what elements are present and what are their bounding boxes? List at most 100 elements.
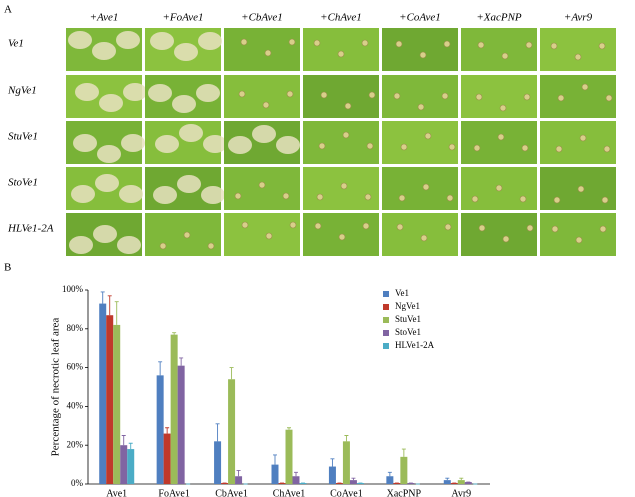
lesion <box>240 38 248 46</box>
lesion <box>579 134 587 142</box>
row-label: HLVe1-2A <box>7 223 54 235</box>
y-tick-label: 60% <box>67 362 84 372</box>
lesion <box>361 39 369 47</box>
leaf-photo <box>303 167 379 210</box>
x-tick-label: CoAve1 <box>330 488 363 497</box>
lesion <box>73 134 97 152</box>
lesion <box>320 91 328 99</box>
legend-label: HLVe1-2A <box>395 340 435 350</box>
error-bar <box>287 427 291 430</box>
error-bar <box>459 477 464 481</box>
lesion <box>577 185 585 193</box>
lesion <box>234 192 242 200</box>
leaf-photo <box>540 75 616 118</box>
bar <box>356 483 364 484</box>
bar <box>292 476 300 484</box>
lesion <box>262 101 270 109</box>
bar <box>349 480 357 484</box>
lesion <box>396 223 404 231</box>
lesion <box>362 222 370 230</box>
leaf-photo <box>303 121 379 164</box>
bar <box>163 433 171 484</box>
column-header: +ChAve1 <box>320 12 362 24</box>
bar <box>400 456 408 484</box>
bar <box>214 441 222 484</box>
column-header: +XacPNP <box>476 12 522 24</box>
lesion <box>252 125 276 143</box>
error-bar <box>179 357 184 366</box>
lesion <box>316 193 324 201</box>
error-bar <box>172 332 177 335</box>
bar <box>443 480 451 484</box>
lesion <box>471 195 479 203</box>
lesion <box>75 83 99 101</box>
error-bar <box>128 442 133 450</box>
leaf-photo <box>461 121 537 164</box>
lesion <box>198 32 222 50</box>
y-tick-label: 20% <box>67 439 84 449</box>
bar <box>271 464 279 484</box>
lesion <box>183 231 191 239</box>
row-label: StoVe1 <box>8 177 38 189</box>
lesion <box>448 143 456 151</box>
y-tick-label: 40% <box>67 400 84 410</box>
panel-label: B <box>4 262 11 274</box>
bar <box>170 334 178 484</box>
lesion <box>179 124 203 142</box>
leaf-photo <box>224 167 300 210</box>
lesion <box>207 242 215 250</box>
error-bar <box>215 423 220 442</box>
lesion <box>174 43 198 61</box>
error-bar <box>344 435 349 442</box>
lesion <box>497 133 505 141</box>
lesion <box>574 53 582 61</box>
lesion <box>444 223 452 231</box>
legend-label: StoVe1 <box>395 327 421 337</box>
lesion <box>605 94 613 102</box>
error-bar <box>294 471 298 477</box>
lesion <box>148 84 172 102</box>
bar <box>299 483 307 484</box>
lesion <box>238 90 246 98</box>
error-bar <box>107 295 112 316</box>
legend-swatch <box>383 343 389 349</box>
lesion <box>97 145 121 163</box>
lesion <box>603 145 611 153</box>
lesion <box>599 225 607 233</box>
lesion <box>424 132 432 140</box>
error-bar <box>121 435 126 446</box>
lesion <box>368 91 376 99</box>
leaf-photo <box>303 75 379 118</box>
lesion <box>276 136 300 154</box>
lesion <box>289 221 297 229</box>
lesion <box>499 104 507 112</box>
lesion <box>502 235 510 243</box>
lesion <box>555 145 563 153</box>
lesion <box>501 52 509 60</box>
bar <box>156 375 164 484</box>
lesion <box>286 90 294 98</box>
lesion <box>521 144 529 152</box>
lesion <box>478 224 486 232</box>
row-label: NgVe1 <box>7 85 37 97</box>
bar <box>113 324 121 484</box>
bar <box>342 441 350 484</box>
bar <box>450 483 458 484</box>
bar <box>464 482 472 484</box>
lesion <box>93 225 117 243</box>
bar <box>335 483 343 484</box>
lesion <box>201 186 225 204</box>
y-axis-label: Percentage of necrotic leaf area <box>50 318 62 457</box>
bar <box>386 476 394 484</box>
lesion <box>398 194 406 202</box>
leaf-photo <box>382 121 458 164</box>
error-bar <box>158 361 163 376</box>
lesion <box>228 136 252 154</box>
lesion <box>519 195 527 203</box>
leaf-photo <box>382 28 458 71</box>
leaf-photo <box>145 213 221 256</box>
x-tick-label: Avr9 <box>451 488 471 497</box>
lesion <box>153 186 177 204</box>
bar <box>127 449 135 484</box>
bar <box>393 483 401 484</box>
